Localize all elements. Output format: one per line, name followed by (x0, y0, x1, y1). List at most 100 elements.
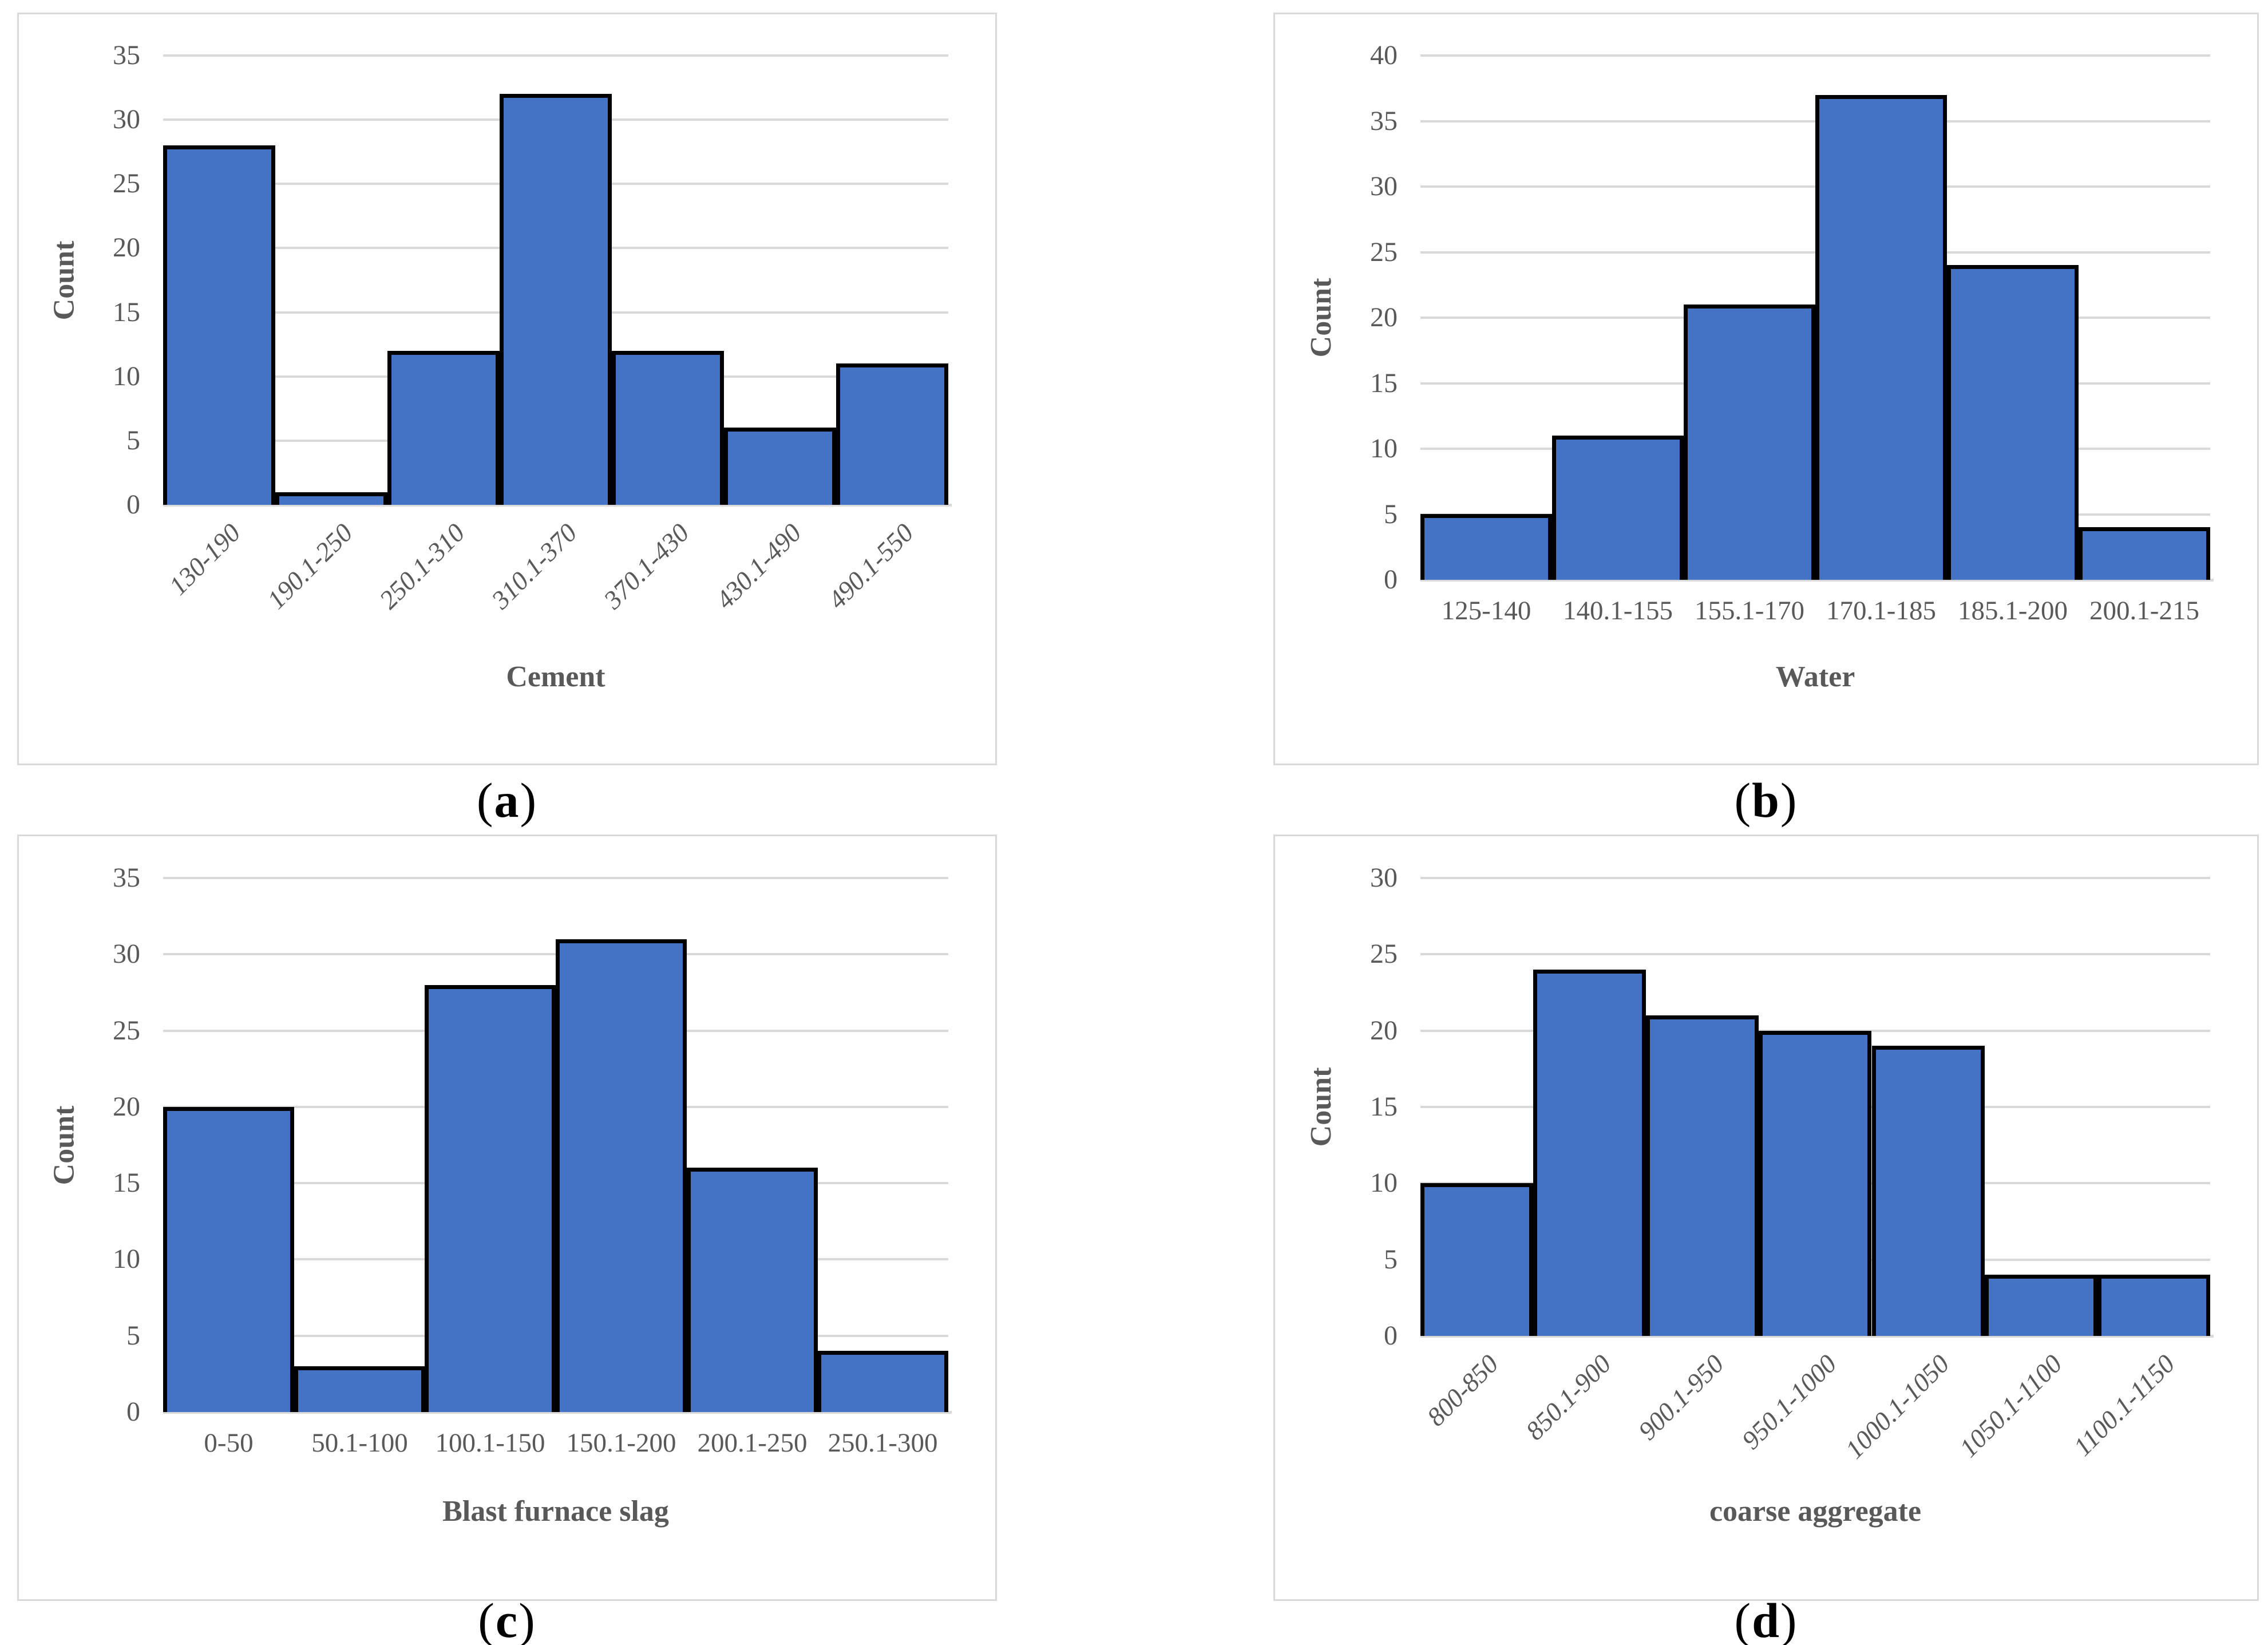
y-axis-title: Count (1305, 278, 1337, 358)
bar (1759, 1031, 1871, 1336)
bar (1420, 1183, 1533, 1336)
caption-letter: a (494, 773, 520, 828)
y-tick-label: 30 (1370, 863, 1398, 893)
caption-paren-open: ( (1734, 1593, 1752, 1645)
x-tick-label: 1050.1-1100 (1953, 1349, 2068, 1463)
y-tick-label: 20 (1370, 1015, 1398, 1046)
x-axis-line (163, 1411, 952, 1414)
y-tick-label: 35 (113, 863, 140, 893)
x-tick-label: 170.1-185 (1826, 596, 1936, 626)
histogram-panel-cement: 0 5 10 15 20 25 30 35 130-190 190.1-250 250.1-310 3… (17, 13, 997, 765)
bar (724, 428, 836, 505)
bar (500, 94, 612, 505)
y-tick-label: 35 (1370, 106, 1398, 136)
bar (2079, 527, 2210, 580)
x-tick-label: 490.1-550 (822, 517, 919, 615)
bar (687, 1168, 818, 1412)
y-tick-label: 0 (126, 1397, 140, 1427)
bar (2097, 1275, 2210, 1336)
bar (1947, 265, 2079, 580)
bar (387, 351, 500, 505)
bar (612, 351, 724, 505)
x-tick-label: 1100.1-1150 (2068, 1349, 2180, 1462)
bar (294, 1366, 425, 1412)
bar (1533, 970, 1646, 1336)
bar (1872, 1046, 1985, 1336)
y-tick-label: 25 (1370, 939, 1398, 969)
x-tick-label: 200.1-215 (2089, 596, 2199, 626)
y-tick-label: 40 (1370, 40, 1398, 70)
gridline (1420, 877, 2210, 879)
x-tick-label: 950.1-1000 (1736, 1349, 1842, 1455)
y-tick-label: 20 (1370, 302, 1398, 333)
x-axis-line (1420, 579, 2214, 582)
bar (1420, 514, 1552, 580)
y-tick-label: 5 (126, 1320, 140, 1351)
histogram-panel-coarse-aggregate: 0 5 10 15 20 25 30 800-850 850.1-900 900.1-950 950… (1273, 835, 2259, 1601)
caption-paren-close: ) (1780, 773, 1798, 828)
y-tick-label: 25 (1370, 237, 1398, 267)
x-tick-label: 100.1-150 (435, 1428, 545, 1458)
y-tick-label: 20 (113, 1092, 140, 1122)
x-tick-label: 140.1-155 (1563, 596, 1673, 626)
bar (1646, 1015, 1759, 1336)
x-tick-label: 310.1-370 (485, 517, 583, 615)
y-tick-label: 15 (113, 297, 140, 327)
caption-b: (b) (1273, 772, 2259, 835)
x-tick-label: 250.1-310 (373, 517, 470, 615)
y-tick-label: 5 (126, 425, 140, 456)
y-tick-label: 0 (126, 489, 140, 520)
x-tick-label: 200.1-250 (697, 1428, 808, 1458)
x-axis-title: Cement (506, 661, 605, 693)
x-axis-line (1420, 1335, 2214, 1338)
bar (836, 363, 948, 505)
caption-paren-close: ) (518, 1593, 536, 1645)
y-tick-label: 15 (1370, 368, 1398, 398)
y-axis-title: Count (48, 240, 81, 321)
caption-paren-close: ) (1780, 1593, 1798, 1645)
y-axis-title: Count (48, 1105, 81, 1185)
x-tick-label: 850.1-900 (1519, 1349, 1617, 1446)
bar (163, 145, 275, 505)
x-tick-label: 370.1-430 (597, 517, 695, 615)
histogram-panel-blast-furnace-slag: 0 5 10 15 20 25 30 35 0-50 50.1-100 100.1-150 150.1… (17, 835, 997, 1601)
y-tick-label: 5 (1384, 499, 1398, 529)
bar (1815, 95, 1947, 580)
x-tick-label: 190.1-250 (261, 517, 358, 615)
gridline (163, 54, 948, 57)
bar (1684, 305, 1815, 580)
caption-letter: d (1752, 1593, 1780, 1645)
x-tick-label: 1000.1-1050 (1839, 1349, 1955, 1465)
gridline (1420, 953, 2210, 955)
x-tick-label: 150.1-200 (566, 1428, 676, 1458)
x-axis-title: Blast furnace slag (442, 1495, 669, 1528)
y-axis-title: Count (1305, 1067, 1337, 1147)
caption-paren-open: ( (1734, 773, 1752, 828)
caption-paren-open: ( (478, 1593, 496, 1645)
bar (163, 1107, 294, 1412)
caption-paren-close: ) (520, 773, 538, 828)
y-tick-label: 30 (1370, 171, 1398, 201)
x-axis-line (163, 504, 952, 507)
x-tick-label: 185.1-200 (1958, 596, 2068, 626)
y-tick-label: 30 (113, 939, 140, 969)
y-tick-label: 10 (1370, 433, 1398, 464)
y-tick-label: 15 (113, 1168, 140, 1198)
y-tick-label: 0 (1384, 1320, 1398, 1351)
bar (425, 985, 556, 1412)
x-tick-label: 130-190 (163, 517, 246, 601)
x-tick-label: 430.1-490 (710, 517, 807, 615)
x-axis-title: Water (1775, 661, 1855, 693)
y-tick-label: 30 (113, 104, 140, 135)
y-tick-label: 15 (1370, 1092, 1398, 1122)
caption-letter: c (495, 1593, 519, 1645)
y-tick-label: 25 (113, 1015, 140, 1046)
bar (1552, 436, 1684, 580)
y-tick-label: 25 (113, 168, 140, 199)
histogram-panel-water: 0 5 10 15 20 25 30 35 40 125-140 140.1-155 155.1-17… (1273, 13, 2259, 765)
x-tick-label: 125-140 (1441, 596, 1531, 626)
y-tick-label: 20 (113, 232, 140, 263)
caption-paren-open: ( (476, 773, 494, 828)
gridline (163, 877, 948, 879)
